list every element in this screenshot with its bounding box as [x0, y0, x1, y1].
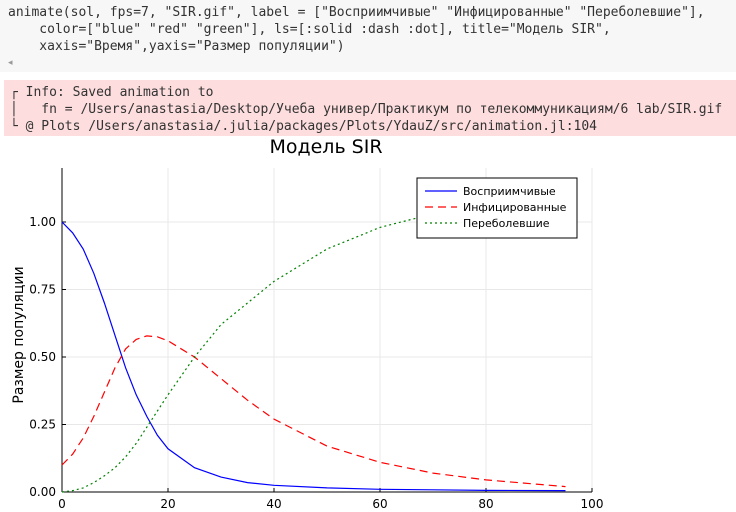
legend-label-3: Переболевшие — [463, 217, 550, 230]
y-axis-label: Размер популяции — [11, 266, 27, 403]
x-tick-label: 100 — [581, 497, 604, 511]
x-tick-label: 20 — [160, 497, 175, 511]
chart-plot: 0 20 40 60 80 100 0.00 0.25 0.50 0.75 1.00 Размер … — [11, 168, 603, 511]
code-line-1: animate(sol, fps=7, "SIR.gif", label = [… — [8, 5, 705, 20]
series-line-3 — [61, 199, 566, 493]
series-line-2 — [61, 335, 566, 488]
info-line-2: │ fn = /Users/anastasia/Desktop/Учеба ун… — [10, 102, 723, 117]
info-line-3: └ @ Plots /Users/anastasia/.julia/packag… — [10, 119, 597, 134]
info-output: ┌ Info: Saved animation to │ fn = /Users… — [4, 80, 736, 136]
scroll-left-icon[interactable]: ◂ — [8, 58, 13, 68]
chart-title: Модель SIR — [269, 136, 383, 158]
legend-label-1: Восприимчивые — [463, 185, 556, 198]
y-tick-label: 0.50 — [29, 350, 56, 364]
legend-label-2: Инфицированные — [463, 201, 567, 214]
legend-box — [416, 177, 578, 239]
y-tick-label: 1.00 — [29, 215, 56, 229]
y-tick-label: 0.00 — [29, 485, 56, 499]
x-tick-label: 0 — [58, 497, 66, 511]
x-tick-label: 60 — [372, 497, 387, 511]
x-tick-label: 40 — [266, 497, 281, 511]
code-line-3: xaxis="Время",yaxis="Размер популяции") — [8, 39, 345, 54]
code-line-2: color=["blue" "red" "green"], ls=[:solid… — [8, 22, 611, 37]
y-tick-label: 0.25 — [29, 418, 56, 432]
y-tick-label: 0.75 — [29, 283, 56, 297]
series-line-1 — [61, 221, 566, 492]
x-tick-label: 80 — [478, 497, 493, 511]
code-cell[interactable]: animate(sol, fps=7, "SIR.gif", label = [… — [0, 0, 736, 72]
chart-tick-labels: 0 20 40 60 80 100 0.00 0.25 0.50 0.75 1.00 — [29, 215, 603, 511]
chart-legend: Восприимчивые Инфицированные Переболевшие — [416, 177, 578, 239]
chart-series — [61, 199, 566, 493]
info-line-1: ┌ Info: Saved animation to — [10, 85, 214, 100]
